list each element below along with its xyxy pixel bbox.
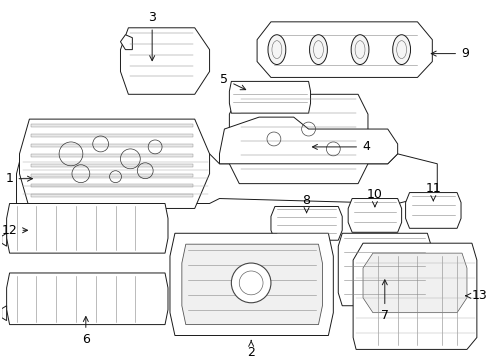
Polygon shape (362, 253, 466, 313)
Polygon shape (347, 198, 401, 232)
Polygon shape (1, 233, 7, 246)
Text: 2: 2 (247, 340, 255, 359)
Polygon shape (229, 94, 367, 184)
Polygon shape (352, 243, 476, 350)
Text: 10: 10 (366, 188, 382, 207)
Polygon shape (20, 119, 209, 208)
Polygon shape (219, 117, 397, 164)
Ellipse shape (267, 35, 285, 64)
Polygon shape (31, 144, 192, 147)
Polygon shape (1, 306, 7, 321)
Text: 7: 7 (380, 280, 388, 322)
Polygon shape (17, 154, 436, 203)
Polygon shape (31, 164, 192, 167)
Text: 5: 5 (220, 73, 245, 90)
Polygon shape (31, 194, 192, 197)
Text: 8: 8 (302, 194, 310, 213)
Polygon shape (182, 244, 322, 325)
Polygon shape (257, 22, 431, 77)
Polygon shape (229, 81, 310, 113)
Polygon shape (7, 273, 168, 325)
Text: 13: 13 (465, 289, 487, 302)
Text: 1: 1 (6, 172, 32, 185)
Polygon shape (120, 35, 132, 50)
Ellipse shape (392, 35, 410, 64)
Text: 4: 4 (312, 140, 369, 153)
Polygon shape (31, 124, 192, 127)
Polygon shape (120, 28, 209, 94)
Text: 9: 9 (430, 47, 468, 60)
Circle shape (231, 263, 270, 303)
Polygon shape (7, 203, 168, 253)
Text: 12: 12 (2, 224, 27, 237)
Polygon shape (270, 207, 342, 240)
Ellipse shape (309, 35, 326, 64)
Polygon shape (31, 174, 192, 177)
Polygon shape (338, 233, 430, 306)
Polygon shape (170, 233, 333, 336)
Text: 11: 11 (425, 182, 440, 201)
Text: 3: 3 (148, 12, 156, 60)
Polygon shape (31, 184, 192, 186)
Text: 6: 6 (81, 316, 90, 346)
Polygon shape (31, 134, 192, 137)
Polygon shape (405, 193, 460, 228)
Polygon shape (31, 154, 192, 157)
Ellipse shape (350, 35, 368, 64)
